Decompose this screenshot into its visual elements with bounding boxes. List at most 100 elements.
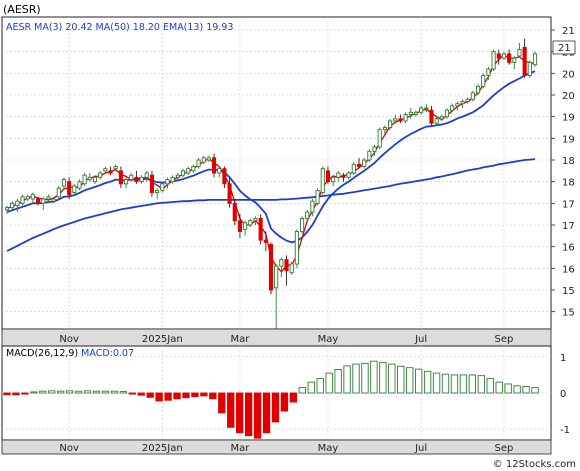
candle-body bbox=[46, 196, 51, 200]
candle-body bbox=[413, 111, 418, 115]
macd-bar bbox=[57, 390, 65, 394]
candle-body bbox=[118, 170, 123, 185]
macd-bar bbox=[406, 367, 414, 394]
macd-bar bbox=[379, 361, 387, 394]
macd-bar bbox=[173, 392, 181, 400]
candle-body bbox=[227, 183, 232, 204]
candle-body bbox=[341, 174, 346, 178]
candle-body bbox=[206, 157, 211, 161]
macd-bar bbox=[343, 365, 351, 394]
candle-body bbox=[237, 220, 242, 232]
macd-bar bbox=[280, 392, 289, 412]
macd-x-axis-strip bbox=[1, 439, 552, 455]
candle-body bbox=[165, 179, 170, 185]
macd-bar bbox=[155, 392, 163, 402]
macd-bar bbox=[101, 390, 110, 394]
candle-body bbox=[527, 62, 532, 76]
candle-body bbox=[367, 150, 372, 161]
macd-bar bbox=[137, 392, 145, 396]
candle-body bbox=[481, 75, 486, 87]
candle-body bbox=[56, 187, 61, 198]
candle-body bbox=[232, 202, 237, 222]
candle-body bbox=[51, 198, 56, 202]
macd-bar bbox=[21, 392, 29, 395]
macd-bar bbox=[334, 369, 342, 394]
candle-body bbox=[476, 85, 481, 94]
candle-body bbox=[522, 46, 527, 76]
ema13-series bbox=[6, 70, 536, 244]
candle-body bbox=[160, 183, 165, 191]
macd-y-tick-label: 1 bbox=[560, 353, 566, 364]
candle-body bbox=[388, 120, 393, 128]
candle-body bbox=[465, 98, 470, 102]
candle-body bbox=[20, 196, 25, 204]
macd-bar bbox=[236, 392, 244, 434]
candle-body bbox=[300, 218, 305, 232]
candle-body bbox=[36, 198, 41, 204]
price-x-axis-strip bbox=[1, 328, 552, 347]
candle-body bbox=[408, 111, 413, 115]
macd-bar bbox=[30, 391, 38, 394]
macd-bar bbox=[504, 383, 512, 394]
price-y-tick-label: 15 bbox=[562, 286, 575, 297]
candle-body bbox=[279, 259, 284, 267]
macd-bar bbox=[146, 392, 154, 398]
candle-body bbox=[201, 157, 206, 163]
candle-body bbox=[258, 218, 263, 241]
candle-body bbox=[134, 176, 139, 183]
candle-body bbox=[331, 176, 336, 183]
candle-body bbox=[175, 174, 180, 178]
macd-x-axis: Nov 2025Jan Mar May Jul Sep bbox=[59, 443, 513, 454]
macd-bar bbox=[298, 387, 306, 394]
price-x-axis: Nov 2025Jan Mar May Jul Sep bbox=[59, 334, 513, 345]
macd-bar bbox=[110, 390, 119, 394]
macd-bar bbox=[164, 392, 172, 401]
candle-body bbox=[356, 163, 362, 167]
price-legend-item: 18.20 bbox=[130, 22, 160, 33]
candle-body bbox=[491, 51, 496, 70]
macd-bar bbox=[388, 363, 396, 394]
candle-body bbox=[212, 157, 217, 174]
macd-bar bbox=[253, 392, 262, 439]
candle-body bbox=[496, 53, 501, 59]
candle-body bbox=[289, 263, 294, 274]
macd-bar bbox=[432, 372, 441, 394]
macd-bar bbox=[513, 385, 521, 394]
price-y-tick-label: 16 bbox=[562, 243, 575, 254]
macd-bar bbox=[477, 375, 485, 394]
price-y-tick-label: 20 bbox=[562, 91, 575, 102]
price-y-tick-label: 21 bbox=[562, 26, 575, 37]
price-x-tick-label: Mar bbox=[231, 334, 251, 345]
candle-body bbox=[444, 109, 450, 118]
candle-body bbox=[180, 170, 186, 176]
macd-bar bbox=[39, 390, 47, 394]
macd-bar bbox=[397, 365, 405, 394]
candle-body bbox=[382, 127, 387, 131]
candle-body bbox=[196, 159, 201, 167]
candle-body bbox=[108, 170, 113, 174]
candle-body bbox=[10, 202, 15, 209]
macd-bar bbox=[486, 378, 494, 394]
candle-body bbox=[129, 174, 134, 180]
candle-body bbox=[429, 109, 434, 124]
candle-body bbox=[325, 170, 330, 183]
price-legend-item: MA(50) bbox=[93, 22, 130, 33]
price-legend: AESR MA(3) 20.42 MA(50) 18.20 EMA(13) 19… bbox=[6, 22, 233, 33]
candle-body bbox=[455, 103, 460, 107]
macd-y-tick-label: -1 bbox=[560, 425, 570, 436]
candle-body bbox=[77, 181, 82, 189]
macd-bar bbox=[307, 381, 315, 394]
macd-bar bbox=[48, 390, 56, 394]
candle-body bbox=[346, 172, 351, 178]
candle-body bbox=[450, 105, 455, 111]
macd-bar bbox=[289, 392, 298, 403]
candle-body bbox=[4, 207, 10, 211]
macd-bar bbox=[74, 390, 83, 394]
candle-body bbox=[320, 168, 325, 193]
macd-bar bbox=[316, 378, 324, 394]
candle-body bbox=[98, 172, 103, 178]
price-x-tick-label: 2025Jan bbox=[142, 334, 183, 345]
candle-body bbox=[470, 92, 475, 100]
price-y-tick-label: 17 bbox=[562, 199, 575, 210]
price-legend-item: MA(3) bbox=[31, 22, 62, 33]
